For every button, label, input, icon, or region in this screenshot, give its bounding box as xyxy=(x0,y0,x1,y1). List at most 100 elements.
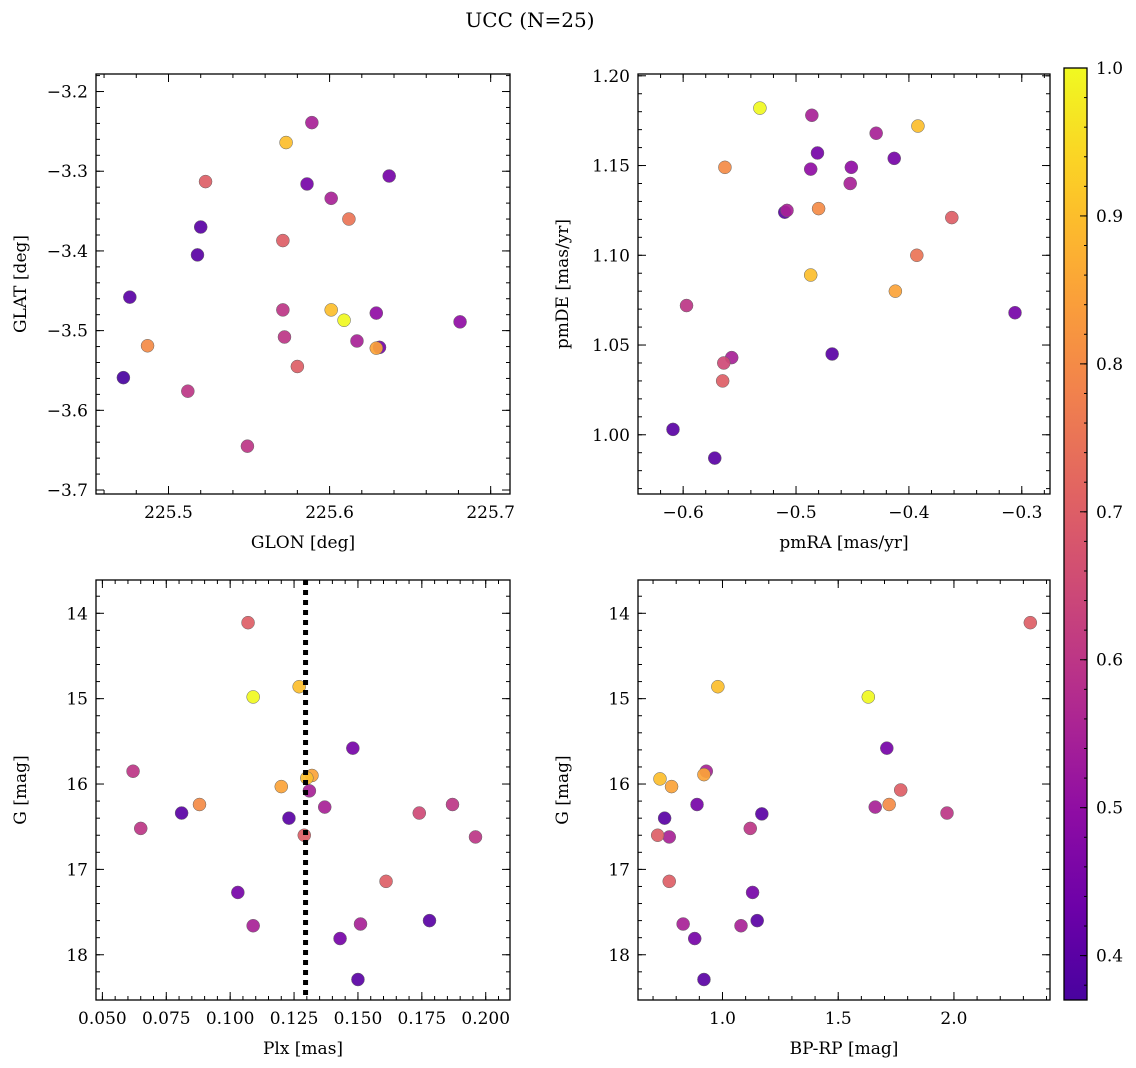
ticks xyxy=(96,74,510,494)
data-point xyxy=(346,741,360,755)
data-point xyxy=(805,108,819,123)
figure-title: UCC (N=25) xyxy=(465,8,594,32)
data-point xyxy=(116,370,131,385)
y-tick-label: 1.20 xyxy=(592,67,630,87)
x-tick-label: −0.6 xyxy=(663,503,704,523)
scatter-points xyxy=(666,101,1022,465)
data-point xyxy=(690,797,704,812)
y-tick-label: 17 xyxy=(608,860,630,880)
data-point xyxy=(882,797,896,812)
panel-bottom-left: 0.050 0.075 0.100 0.125 0.150 0.175 0.200 14 15 1… xyxy=(11,579,511,1059)
data-point xyxy=(780,203,794,218)
data-point xyxy=(653,772,667,786)
data-point xyxy=(382,169,396,183)
data-point xyxy=(333,931,347,946)
data-point xyxy=(193,220,208,234)
data-point xyxy=(697,972,711,987)
data-point xyxy=(811,201,826,216)
data-point xyxy=(240,439,255,453)
data-point xyxy=(369,341,384,355)
colorbar-tick-label: 1.0 xyxy=(1096,59,1123,79)
data-point xyxy=(676,917,690,931)
y-tick-label: −3.4 xyxy=(47,242,88,262)
panel-top-left: 225.5 225.6 225.7 −3.7 −3.6 −3.5 −3.4 −3.3 −3.2 G… xyxy=(11,73,515,553)
data-point xyxy=(123,290,137,304)
x-axis-label: BP-RP [mag] xyxy=(790,1039,899,1059)
data-point xyxy=(803,162,818,176)
data-point xyxy=(745,885,760,900)
data-point xyxy=(353,917,368,931)
y-axis-label: G [mag] xyxy=(11,755,31,824)
data-point xyxy=(887,151,901,166)
x-tick-label: −0.3 xyxy=(1001,503,1042,523)
data-point xyxy=(342,212,356,226)
data-point xyxy=(192,797,207,812)
colorbar-gradient xyxy=(1063,67,1088,1001)
y-tick-label: 16 xyxy=(608,775,630,795)
y-axis-label: G [mag] xyxy=(553,755,573,824)
data-point xyxy=(844,160,859,175)
x-tick-label: 0.125 xyxy=(270,1009,319,1029)
axes-frame xyxy=(637,579,1051,1001)
ticks xyxy=(638,580,1050,1000)
y-tick-label: 18 xyxy=(608,946,630,966)
y-tick-label: 17 xyxy=(66,860,88,880)
data-point xyxy=(350,334,364,348)
data-point xyxy=(305,115,319,130)
y-tick-label: 15 xyxy=(608,690,630,710)
data-point xyxy=(715,374,730,388)
data-point xyxy=(140,339,155,353)
scatter-points xyxy=(650,615,1038,987)
data-point xyxy=(231,885,245,900)
data-point xyxy=(453,315,467,329)
data-point xyxy=(868,800,882,814)
y-tick-label: 1.15 xyxy=(592,157,630,177)
ticks xyxy=(637,74,1050,494)
y-tick-label: −3.5 xyxy=(47,322,88,342)
colorbar-tick-label: 0.6 xyxy=(1096,651,1123,671)
data-point xyxy=(277,330,292,344)
scatter-points xyxy=(116,115,467,453)
colorbar: 0.4 0.5 0.6 0.7 0.8 0.9 1.0 xyxy=(1063,59,1123,1001)
data-point xyxy=(810,146,825,160)
data-point xyxy=(351,972,365,987)
colorbar-tick-label: 0.8 xyxy=(1096,355,1123,375)
data-point xyxy=(337,313,351,328)
data-point xyxy=(133,821,148,836)
y-tick-label: 15 xyxy=(66,690,88,710)
x-tick-label: 225.7 xyxy=(466,503,515,523)
y-tick-label: 1.05 xyxy=(592,336,630,356)
ticks xyxy=(96,580,510,1000)
data-point xyxy=(750,913,764,928)
data-point xyxy=(711,679,725,694)
panel-top-right: −0.6 −0.5 −0.4 −0.3 1.00 1.05 1.10 1.15 1.20 pmRA… xyxy=(553,67,1051,553)
data-point xyxy=(282,811,296,825)
data-point xyxy=(753,101,767,115)
data-point xyxy=(679,298,694,313)
y-tick-label: 16 xyxy=(66,775,88,795)
data-point xyxy=(1023,615,1038,630)
data-point xyxy=(687,931,702,946)
data-point xyxy=(190,248,205,262)
panels: 225.5 225.6 225.7 −3.7 −3.6 −3.5 −3.4 −3.3 −3.2 G… xyxy=(11,67,1051,1059)
data-point xyxy=(276,233,290,248)
data-point xyxy=(241,615,255,630)
data-point xyxy=(717,356,731,370)
x-tick-label: −0.5 xyxy=(775,503,816,523)
x-axis-label: Plx [mas] xyxy=(263,1039,343,1059)
axes-frame xyxy=(95,579,511,1001)
data-point xyxy=(276,303,290,317)
data-point xyxy=(246,918,260,933)
data-point xyxy=(697,767,711,782)
data-point xyxy=(662,874,676,889)
colorbar-tick-label: 0.5 xyxy=(1096,799,1123,819)
data-point xyxy=(198,174,213,189)
data-point xyxy=(274,779,289,794)
data-point xyxy=(279,135,293,150)
y-tick-label: −3.6 xyxy=(47,401,88,421)
colorbar-tick-label: 0.9 xyxy=(1096,207,1123,227)
y-axis-label: GLAT [deg] xyxy=(11,235,31,333)
data-point xyxy=(445,797,460,812)
data-point xyxy=(379,874,393,889)
